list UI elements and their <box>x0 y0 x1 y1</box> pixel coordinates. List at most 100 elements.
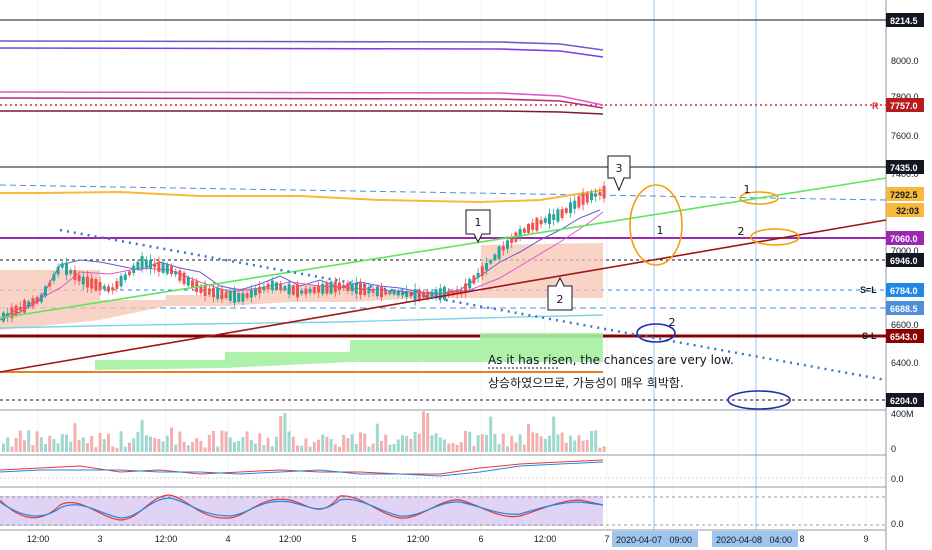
volume-bar <box>585 439 589 452</box>
volume-bar <box>186 445 190 452</box>
candle-body <box>119 275 123 287</box>
volume-bar <box>552 416 556 452</box>
candle-body <box>65 262 68 275</box>
resistance-label: R <box>872 101 879 111</box>
candle-body <box>115 281 119 289</box>
candle-body <box>86 276 89 288</box>
volume-bar <box>388 444 392 452</box>
candle-body <box>128 271 131 276</box>
candle-body <box>287 283 291 295</box>
candle-body <box>317 286 320 293</box>
volume-bar <box>333 444 337 452</box>
candle-body <box>560 209 564 218</box>
price-tag-6946: 6946.0 <box>886 253 924 267</box>
candle-body <box>438 288 442 299</box>
candle-body <box>144 259 148 267</box>
volume-bar <box>489 416 493 452</box>
blue-circle-2: 2 <box>636 316 676 343</box>
candle-body <box>598 192 602 196</box>
support-label-2: S-L <box>862 331 877 341</box>
volume-bar <box>195 438 199 452</box>
candle-body <box>191 280 194 288</box>
volume-bar <box>531 432 535 452</box>
volume-bar <box>380 440 383 452</box>
svg-text:1: 1 <box>475 216 482 229</box>
candle-body <box>480 266 484 276</box>
volume-bar <box>371 443 375 452</box>
candle-body <box>73 270 77 280</box>
price-tick: 6400.0 <box>891 358 919 368</box>
candle-body <box>149 260 152 269</box>
candle-body <box>338 282 341 291</box>
candle-body <box>531 222 535 230</box>
price-tag-7060: 7060.0 <box>886 231 924 245</box>
volume-bar <box>69 441 73 452</box>
volume-bar <box>249 440 253 452</box>
svg-text:32:03: 32:03 <box>896 206 919 216</box>
green-band <box>95 333 603 370</box>
volume-bar <box>535 433 539 452</box>
price-tag-8214: 8214.5 <box>886 13 924 27</box>
candle-body <box>308 288 312 293</box>
candle-body <box>216 287 220 299</box>
ichimoku-cloud <box>0 243 603 330</box>
volume-bar <box>18 430 22 452</box>
svg-text:1: 1 <box>657 224 664 237</box>
svg-text:6946.0: 6946.0 <box>890 256 918 266</box>
volume-bar <box>2 443 5 452</box>
volume-bar <box>354 443 358 452</box>
volume-bars <box>2 411 606 452</box>
svg-text:7060.0: 7060.0 <box>890 234 918 244</box>
candle-body <box>342 284 346 288</box>
candle-body <box>422 292 425 298</box>
price-tag-6543: 6543.0 <box>886 329 924 343</box>
volume-bar <box>312 442 316 452</box>
candle-body <box>275 282 278 290</box>
candle-body <box>224 291 228 299</box>
candle-body <box>556 209 560 222</box>
volume-bar <box>270 446 274 452</box>
volume-bar <box>506 446 509 452</box>
candle-body <box>354 282 358 294</box>
volume-bar <box>342 434 346 452</box>
volume-bar <box>291 436 295 452</box>
candle-body <box>464 283 467 293</box>
candle-body <box>44 286 47 297</box>
volume-bar <box>434 433 438 452</box>
volume-bar <box>548 435 551 452</box>
orange-line <box>0 189 604 204</box>
volume-bar <box>207 434 211 452</box>
time-label: 12:00 <box>407 534 430 544</box>
volume-bar <box>27 430 31 452</box>
candle-body <box>375 286 379 296</box>
candle-body <box>564 208 568 213</box>
volume-bar <box>136 431 140 452</box>
time-axis[interactable]: 12:00 3 12:00 4 12:00 5 12:00 6 12:00 7 … <box>27 531 869 547</box>
volume-bar <box>86 443 89 452</box>
volume-bar <box>426 413 430 452</box>
volume-bar <box>73 423 77 452</box>
volume-bar <box>119 431 123 452</box>
candle-body <box>258 286 262 294</box>
volume-bar <box>413 431 417 452</box>
svg-text:2020-04-07 09:00: 2020-04-07 09:00 <box>616 535 692 545</box>
volume-bar <box>65 434 68 452</box>
candle-body <box>552 214 556 220</box>
svg-text:2: 2 <box>557 293 564 306</box>
volume-bar <box>262 445 266 452</box>
price-tag-6688: 6688.5 <box>886 301 924 315</box>
price-tags: 8214.5 7757.0 7435.0 7292.5 32:03 7060.0… <box>886 13 924 407</box>
stoch-axis-label: 0.0 <box>891 519 904 529</box>
candle-body <box>31 298 35 307</box>
candle-body <box>577 196 581 208</box>
candle-body <box>371 288 375 293</box>
candle-body <box>6 313 10 317</box>
candle-body <box>510 238 514 243</box>
candle-body <box>590 192 593 201</box>
volume-bar <box>556 434 560 452</box>
svg-text:6784.0: 6784.0 <box>890 286 918 296</box>
volume-bar <box>283 412 287 452</box>
candle-body <box>392 291 396 295</box>
candle-body <box>430 291 434 297</box>
